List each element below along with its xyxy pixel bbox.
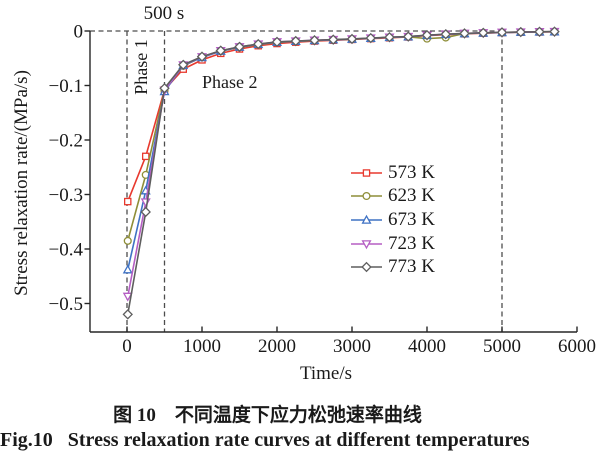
tick-labels: 0 1000 2000 3000 4000 5000 6000 0 −0.1 −0.2 −0.3 −0… — [49, 22, 596, 358]
legend: 573 K 623 K 673 K 723 K 773 K — [350, 161, 435, 279]
legend-marker-circle-icon — [351, 192, 382, 201]
legend-label: 773 K — [388, 256, 435, 278]
y-tick-label: −0.2 — [49, 131, 83, 152]
series-673-k — [122, 26, 560, 274]
guide-lines — [90, 30, 503, 332]
legend-item-573k: 573 K — [350, 161, 435, 185]
annotation-phase1: Phase 1 — [131, 39, 151, 95]
x-tick-label: 2000 — [258, 336, 296, 357]
series-623-k — [123, 27, 559, 245]
x-tick-label: 0 — [122, 336, 132, 357]
y-axis-title: Stress relaxation rate/(MPa/s) — [11, 70, 32, 296]
y-tick-label: −0.1 — [49, 76, 83, 97]
legend-label: 723 K — [388, 232, 435, 254]
y-tick-label: 0 — [74, 22, 84, 43]
annotation-phase2: Phase 2 — [202, 72, 258, 92]
y-tick-label: −0.5 — [49, 294, 83, 315]
legend-label: 573 K — [388, 161, 435, 183]
x-tick-label: 3000 — [333, 336, 371, 357]
x-tick-label: 6000 — [558, 336, 596, 357]
x-tick-label: 5000 — [483, 336, 521, 357]
legend-item-723k: 723 K — [350, 232, 435, 256]
axes — [84, 30, 578, 333]
x-tick-label: 4000 — [408, 336, 446, 357]
legend-item-773k: 773 K — [350, 255, 435, 279]
legend-label: 623 K — [388, 185, 435, 207]
legend-item-673k: 673 K — [350, 208, 435, 232]
legend-item-623k: 623 K — [350, 185, 435, 209]
y-tick-label: −0.3 — [49, 185, 83, 206]
x-tick-label: 1000 — [183, 336, 221, 357]
chart-canvas: 0 1000 2000 3000 4000 5000 6000 0 −0.1 −0.2 −0.3 −0… — [49, 22, 596, 358]
legend-marker-square-icon — [351, 169, 382, 177]
y-tick-label: −0.4 — [49, 240, 84, 261]
legend-label: 673 K — [388, 208, 435, 230]
caption-english: Fig.10 Stress relaxation rate curves at … — [0, 429, 530, 451]
legend-marker-triangle-down-icon — [351, 239, 382, 249]
legend-marker-diamond-icon — [351, 261, 382, 273]
annotation-500s: 500 s — [143, 3, 185, 24]
series-773-k — [122, 26, 560, 320]
series-723-k — [122, 27, 560, 302]
series-573-k — [124, 28, 559, 206]
x-axis-title: Time/s — [299, 363, 353, 384]
legend-marker-triangle-up-icon — [351, 214, 382, 224]
caption-chinese: 图 10 不同温度下应力松弛速率曲线 — [113, 405, 422, 426]
